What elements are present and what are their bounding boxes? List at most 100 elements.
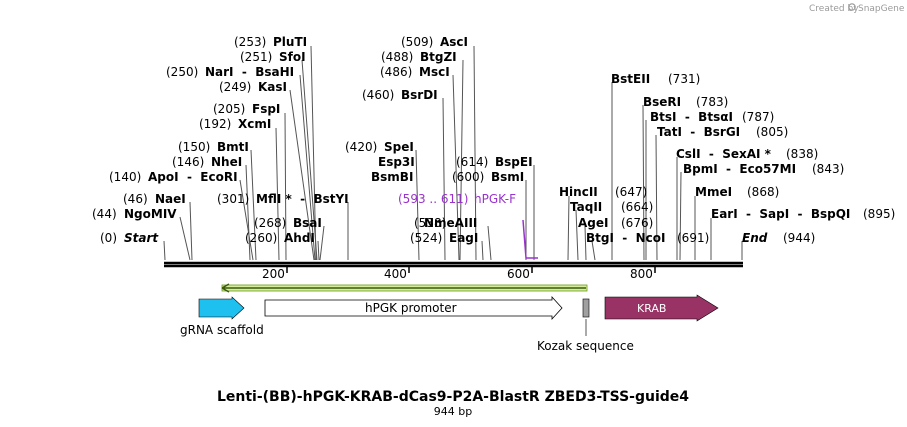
site-pos: (524)	[410, 231, 442, 245]
site-label[interactable]: NgoMIV	[124, 207, 177, 221]
site-pos: (146)	[172, 155, 204, 169]
site-pos: (268)	[254, 216, 286, 230]
credit-brand: SnapGene	[858, 4, 905, 14]
site-label[interactable]: EagI	[449, 231, 478, 245]
ruler-label: 200	[262, 267, 285, 281]
site-pos: (843)	[812, 162, 844, 176]
site-label[interactable]: MmeI	[695, 185, 732, 199]
site-pos: (787)	[742, 110, 774, 124]
ruler-label: 600	[507, 267, 530, 281]
site-label[interactable]: BsaI	[293, 216, 322, 230]
primer-label[interactable]: hPGK-F	[474, 192, 516, 206]
site-pos: (488)	[381, 50, 413, 64]
site-pos: (647)	[615, 185, 647, 199]
site-pos: (783)	[696, 95, 728, 109]
site-label[interactable]: BtsI - BtsαI	[650, 110, 733, 124]
feature-hpgk-promoter[interactable]	[264, 295, 563, 321]
site-pos: (509)	[401, 35, 433, 49]
site-label[interactable]: TaqII	[570, 200, 602, 214]
site-label[interactable]: BsrDI	[401, 88, 438, 102]
site-label[interactable]: HincII	[559, 185, 598, 199]
site-pos: (44)	[92, 207, 117, 221]
ruler-label: 400	[384, 267, 407, 281]
primer-marker[interactable]	[522, 219, 538, 259]
site-pos: (676)	[621, 216, 653, 230]
site-pos: (253)	[234, 35, 266, 49]
site-label[interactable]: AgeI	[578, 216, 608, 230]
site-label[interactable]: AscI	[440, 35, 468, 49]
site-pos: (420)	[345, 140, 377, 154]
site-label[interactable]: KasI	[258, 80, 287, 94]
site-label[interactable]: NaeI	[155, 192, 186, 206]
site-pos: (614)	[456, 155, 488, 169]
ruler-label: 800	[630, 267, 653, 281]
site-label[interactable]: ApoI - EcoRI	[148, 170, 238, 184]
site-label[interactable]: Start	[124, 231, 159, 245]
site-label[interactable]: SfoI	[279, 50, 306, 64]
site-label[interactable]: BtgI - NcoI	[586, 231, 666, 245]
credit-prefix: Created by	[809, 4, 859, 14]
site-label[interactable]: EarI - SapI - BspQI	[711, 207, 850, 221]
site-pos: (944)	[783, 231, 815, 245]
site-label[interactable]: FspI	[252, 102, 280, 116]
orf-arrow-icon	[221, 283, 586, 293]
site-pos: (538)	[414, 216, 446, 230]
site-pos: (664)	[621, 200, 653, 214]
site-label[interactable]: PluTI	[273, 35, 307, 49]
site-label[interactable]: BmtI	[217, 140, 249, 154]
site-pos: (205)	[213, 102, 245, 116]
site-pos: (301)	[217, 192, 249, 206]
site-label[interactable]: End	[742, 231, 768, 245]
site-label[interactable]: NheI	[211, 155, 242, 169]
plasmid-title: Lenti-(BB)-hPGK-KRAB-dCas9-P2A-BlastR ZB…	[217, 389, 689, 405]
site-label[interactable]: CslI - SexAI *	[676, 147, 772, 161]
site-pos: (731)	[668, 72, 700, 86]
site-group-middle: (509) AscI (488) BtgZI (486) MscI (460) …	[345, 35, 533, 245]
site-pos: (250)	[166, 65, 198, 79]
plasmid-length: 944 bp	[434, 405, 472, 418]
site-label[interactable]: MscI	[419, 65, 450, 79]
site-pos: (260)	[245, 231, 277, 245]
site-pos: (600)	[452, 170, 484, 184]
feature-grna-scaffold[interactable]	[198, 296, 245, 320]
site-label[interactable]: AhdI	[284, 231, 315, 245]
feature-krab[interactable]	[604, 294, 719, 322]
site-label[interactable]: NmeAIII	[424, 216, 477, 230]
feature-kozak-sequence[interactable]	[582, 298, 590, 318]
site-group-right: BstEII (731) BseRI (783) BtsI - BtsαI (7…	[559, 72, 895, 245]
site-label[interactable]: BsmBI	[371, 170, 413, 184]
site-pos: (251)	[240, 50, 272, 64]
primer-range: (593 .. 611)	[398, 192, 468, 206]
site-pos: (249)	[219, 80, 251, 94]
feature-label-kozak-sequence: Kozak sequence	[537, 339, 634, 353]
site-label[interactable]: TatI - BsrGI	[657, 125, 740, 139]
site-label[interactable]: BspEI	[495, 155, 533, 169]
site-pos: (460)	[362, 88, 394, 102]
site-pos: (192)	[199, 117, 231, 131]
feature-label-krab: KRAB	[637, 302, 666, 315]
site-label[interactable]: Esp3I	[378, 155, 415, 169]
site-label[interactable]: SpeI	[384, 140, 414, 154]
site-label[interactable]: BstEII	[611, 72, 650, 86]
site-label[interactable]: BpmI - Eco57MI	[683, 162, 796, 176]
site-pos: (895)	[863, 207, 895, 221]
site-connectors	[163, 45, 743, 261]
site-label[interactable]: NarI - BsaHI	[205, 65, 294, 79]
site-group-left: (253) PluTI (251) SfoI (250) NarI - BsaH…	[92, 35, 349, 245]
site-label[interactable]: MflI * - BstYI	[256, 192, 349, 206]
site-pos: (46)	[123, 192, 148, 206]
ruler-ticks	[286, 266, 656, 273]
site-pos: (0)	[100, 231, 117, 245]
site-label[interactable]: XcmI	[238, 117, 271, 131]
site-pos: (838)	[786, 147, 818, 161]
site-pos: (868)	[747, 185, 779, 199]
site-pos: (486)	[380, 65, 412, 79]
site-pos: (805)	[756, 125, 788, 139]
site-label[interactable]: BsmI	[491, 170, 524, 184]
site-pos: (150)	[178, 140, 210, 154]
site-label[interactable]: BseRI	[643, 95, 681, 109]
snapgene-logo-icon	[848, 3, 856, 11]
feature-label-grna-scaffold: gRNA scaffold	[180, 323, 264, 337]
site-label[interactable]: BtgZI	[420, 50, 457, 64]
